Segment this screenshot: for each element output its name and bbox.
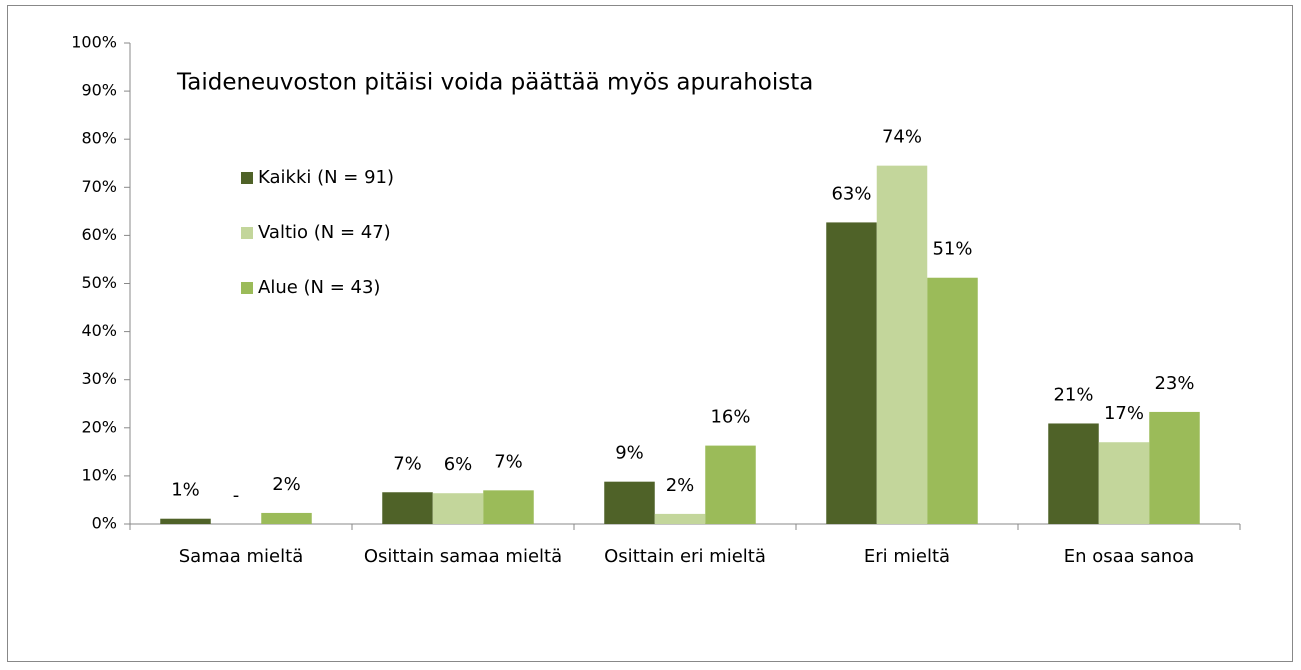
y-tick-label: 90% <box>81 81 117 100</box>
bar <box>826 222 877 524</box>
y-tick-label: 10% <box>81 465 117 484</box>
data-label: 63% <box>831 183 871 204</box>
bar <box>382 492 433 524</box>
bar <box>483 490 534 524</box>
data-label: 51% <box>932 239 972 260</box>
legend-label: Valtio (N = 47) <box>258 222 391 243</box>
data-label: 2% <box>666 475 695 496</box>
data-label: 1% <box>171 480 200 501</box>
legend-label: Kaikki (N = 91) <box>258 167 394 188</box>
data-label: 23% <box>1154 373 1194 394</box>
data-label: 2% <box>272 474 301 495</box>
x-tick-label: En osaa sanoa <box>1064 546 1195 567</box>
bar <box>261 512 312 524</box>
bar <box>927 277 978 524</box>
y-tick-label: 30% <box>81 369 117 388</box>
legend-swatch <box>241 282 253 294</box>
bar <box>160 518 211 524</box>
data-label: - <box>233 485 240 506</box>
x-tick-label: Samaa mieltä <box>179 546 303 567</box>
bar <box>876 165 928 524</box>
y-tick-label: 100% <box>71 33 117 52</box>
x-tick-label: Eri mieltä <box>864 546 950 567</box>
x-tick-label: Osittain eri mieltä <box>604 546 766 567</box>
bar <box>654 513 706 524</box>
y-tick-label: 70% <box>81 177 117 196</box>
x-tick-label: Osittain samaa mieltä <box>364 546 562 567</box>
data-label: 7% <box>393 453 422 474</box>
y-tick-label: 50% <box>81 273 117 292</box>
bar <box>604 481 655 524</box>
chart-title: Taideneuvoston pitäisi voida päättää myö… <box>176 70 813 96</box>
legend-swatch <box>241 172 253 184</box>
data-label: 7% <box>494 451 523 472</box>
data-label: 21% <box>1053 384 1093 405</box>
y-tick-label: 20% <box>81 417 117 436</box>
y-tick-label: 80% <box>81 129 117 148</box>
y-tick-label: 60% <box>81 225 117 244</box>
chart-border <box>7 5 1293 662</box>
y-tick-label: 0% <box>92 514 117 533</box>
data-label: 6% <box>444 454 473 475</box>
legend-label: Alue (N = 43) <box>258 277 380 298</box>
data-label: 17% <box>1104 403 1144 424</box>
bar <box>432 493 484 524</box>
bar <box>1149 411 1200 524</box>
bar <box>1098 442 1150 524</box>
data-label: 9% <box>615 443 644 464</box>
legend-swatch <box>241 227 253 239</box>
data-label: 74% <box>882 127 922 148</box>
bar <box>705 445 756 524</box>
bar <box>1048 423 1099 524</box>
y-tick-label: 40% <box>81 321 117 340</box>
data-label: 16% <box>710 407 750 428</box>
